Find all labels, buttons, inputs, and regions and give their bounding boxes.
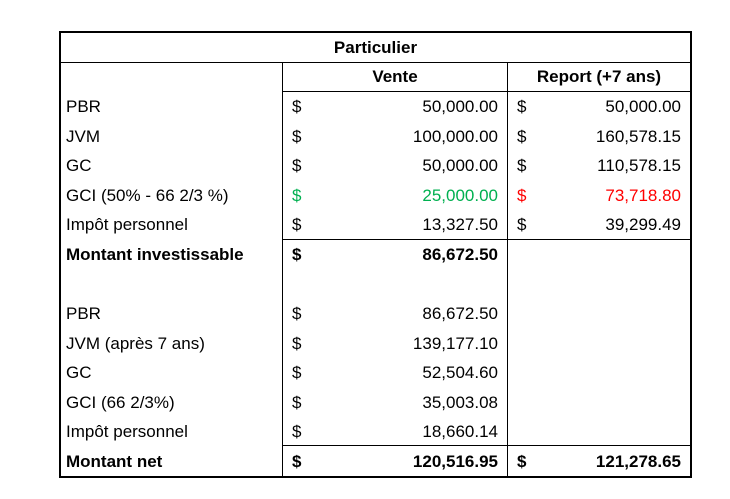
amount: 139,177.10 [412, 333, 498, 353]
cell-gci2-vente: $ 35,003.08 [282, 387, 507, 417]
row-label-gc: GC [66, 156, 92, 176]
currency-symbol: $ [292, 214, 302, 234]
cell-gc-vente: $ 50,000.00 [282, 151, 507, 181]
row-label-jvm2: JVM (après 7 ans) [66, 333, 205, 353]
row-label-jvm: JVM [66, 126, 100, 146]
cell-gci-vente: $ 25,000.00 [282, 180, 507, 211]
row-label-impot: Impôt personnel [66, 215, 188, 235]
currency-symbol: $ [292, 126, 302, 146]
currency-symbol: $ [292, 392, 302, 412]
amount: 50,000.00 [422, 97, 498, 117]
cell-pbr2-vente: $ 86,672.50 [282, 298, 507, 329]
cell-montant-net-report: $ 121,278.65 [507, 446, 690, 476]
corner-cell [61, 63, 282, 93]
cell-pbr2-report-empty [507, 298, 690, 329]
cell-gci2-report-empty [507, 387, 690, 417]
row-label-montant-net: Montant net [66, 451, 163, 471]
row-label-gci: GCI (50% - 66 2/3 %) [66, 185, 229, 205]
row-label-gci2: GCI (66 2/3%) [66, 392, 175, 412]
cell-jvm-vente: $ 100,000.00 [282, 121, 507, 152]
cell-impot2-report-empty [507, 416, 690, 447]
row-label-impot2: Impôt personnel [66, 422, 188, 442]
amount: 160,578.15 [595, 126, 681, 146]
cell-gc-report: $ 110,578.15 [507, 151, 690, 181]
tax-comparison-table: Particulier Vente Report (+7 ans) PBR $ … [59, 31, 692, 478]
amount: 25,000.00 [422, 185, 498, 205]
currency-symbol: $ [517, 185, 527, 205]
cell-impot2-vente: $ 18,660.14 [282, 416, 507, 447]
currency-symbol: $ [292, 97, 302, 117]
cell-impot-report: $ 39,299.49 [507, 210, 690, 240]
row-label-pbr2: PBR [66, 304, 101, 324]
amount: 100,000.00 [412, 126, 498, 146]
cell-montant-net-vente: $ 120,516.95 [282, 446, 507, 476]
cell-jvm-report: $ 160,578.15 [507, 121, 690, 152]
amount: 110,578.15 [597, 156, 681, 176]
currency-symbol: $ [517, 451, 527, 471]
cell-pbr-report: $ 50,000.00 [507, 92, 690, 122]
cell-jvm2-report-empty [507, 328, 690, 358]
amount: 50,000.00 [605, 97, 681, 117]
amount: 50,000.00 [422, 156, 498, 176]
spacer-cell [61, 269, 282, 299]
cell-montant-investissable-report-empty [507, 239, 690, 270]
currency-symbol: $ [517, 156, 527, 176]
currency-symbol: $ [292, 304, 302, 324]
column-header-report: Report (+7 ans) [507, 62, 690, 93]
currency-symbol: $ [292, 451, 302, 471]
row-label-gc2: GC [66, 363, 92, 383]
cell-gc2-vente: $ 52,504.60 [282, 357, 507, 388]
currency-symbol: $ [292, 156, 302, 176]
cell-impot-vente: $ 13,327.50 [282, 210, 507, 240]
column-header-vente: Vente [282, 62, 507, 93]
row-label-pbr: PBR [66, 97, 101, 117]
spacer-cell [507, 269, 690, 299]
currency-symbol: $ [292, 333, 302, 353]
currency-symbol: $ [517, 214, 527, 234]
currency-symbol: $ [517, 126, 527, 146]
cell-gc2-report-empty [507, 357, 690, 388]
currency-symbol: $ [292, 185, 302, 205]
amount: 120,516.95 [412, 451, 498, 471]
cell-pbr-vente: $ 50,000.00 [282, 92, 507, 122]
cell-gci-report: $ 73,718.80 [507, 180, 690, 211]
amount: 35,003.08 [422, 392, 498, 412]
spacer-cell [282, 269, 507, 299]
currency-symbol: $ [517, 97, 527, 117]
amount: 121,278.65 [595, 451, 681, 471]
currency-symbol: $ [292, 421, 302, 441]
cell-montant-investissable-vente: $ 86,672.50 [282, 239, 507, 270]
currency-symbol: $ [292, 244, 302, 264]
table-title: Particulier [61, 33, 690, 63]
amount: 73,718.80 [605, 185, 681, 205]
row-label-montant-investissable: Montant investissable [66, 244, 244, 264]
amount: 52,504.60 [422, 363, 498, 383]
cell-jvm2-vente: $ 139,177.10 [282, 328, 507, 358]
amount: 13,327.50 [422, 214, 498, 234]
amount: 86,672.50 [422, 244, 498, 264]
amount: 18,660.14 [422, 421, 498, 441]
amount: 86,672.50 [422, 304, 498, 324]
currency-symbol: $ [292, 363, 302, 383]
amount: 39,299.49 [605, 214, 681, 234]
